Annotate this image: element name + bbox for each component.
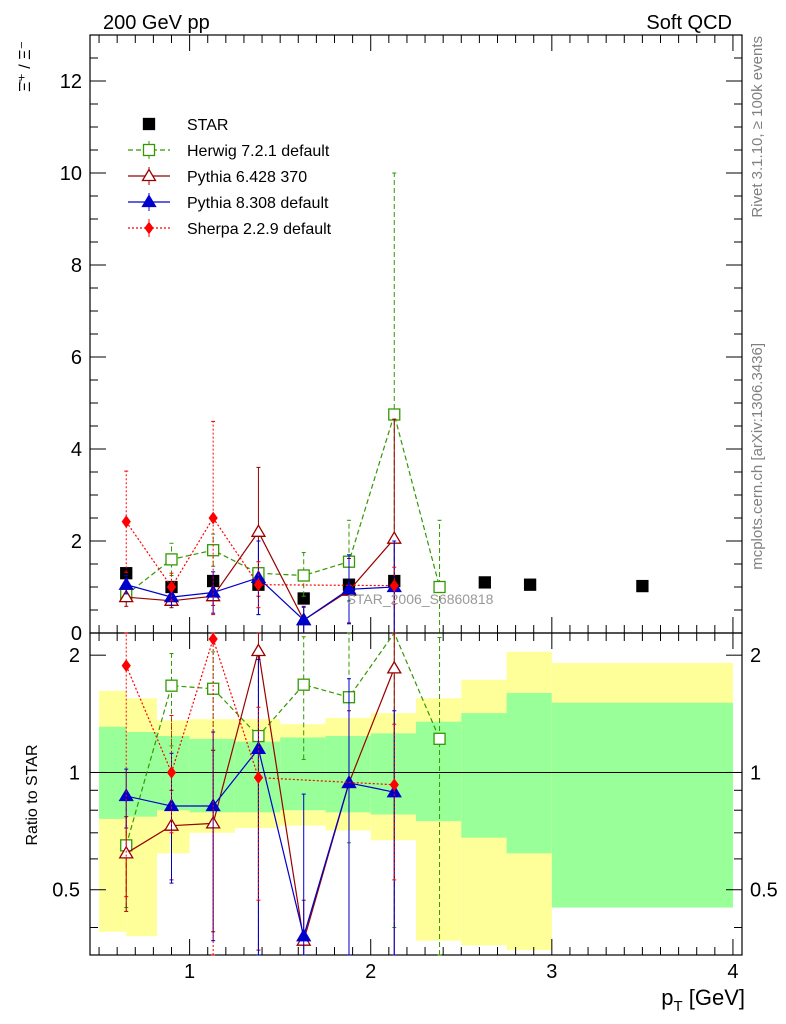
herwig-7-2-1-default-marker [297, 678, 310, 691]
process-label: Soft QCD [646, 12, 732, 34]
herwig-7-2-1-default-line [125, 412, 441, 596]
x-tick-label: 1 [184, 961, 195, 983]
sherpa-2-2-9-default-marker [208, 632, 218, 646]
ratio-y-tick-label: 1 [69, 762, 80, 784]
legend-marker [144, 221, 154, 235]
herwig-7-2-1-default-marker [388, 408, 401, 421]
x-tick-label: 3 [546, 961, 557, 983]
main-y-tick-label: 6 [71, 347, 82, 369]
green-band [370, 733, 416, 815]
ratio-y-tick-label: 2 [69, 645, 80, 667]
main-y-tick-label: 10 [60, 163, 82, 185]
green-band [506, 692, 552, 854]
ratio-y-tick-label-right: 2 [750, 645, 761, 667]
main-y-axis-label: Ξ̄⁺ / Ξ⁻ [17, 41, 34, 92]
herwig-7-2-1-default-marker [297, 569, 310, 582]
green-band [461, 713, 507, 838]
x-axis-label: pT [GeV] [661, 985, 745, 1015]
sherpa-2-2-9-default-marker [121, 659, 131, 672]
pythia-6-428-370-marker [250, 524, 267, 537]
ratio-y-tick-label: 0.5 [52, 880, 80, 902]
ratio-y-axis-label: Ratio to STAR [24, 744, 41, 845]
main-series [118, 172, 649, 634]
pythia-6-428-370-marker [250, 643, 267, 657]
ratio-y-tick-label-right: 1 [750, 762, 761, 784]
pythia-8-308-default-marker [341, 581, 357, 595]
legend-entry-pythia-8-308-default: Pythia 8.308 default [128, 193, 329, 212]
sherpa-2-2-9-default-marker [166, 580, 177, 594]
star-marker [636, 579, 649, 593]
pythia-6-428-370-marker [386, 660, 402, 674]
legend-entry-herwig-7-2-1-default: Herwig 7.2.1 default [128, 141, 330, 160]
sherpa-2-2-9-default-marker [389, 579, 399, 592]
pythia-8-308-default-marker [163, 798, 180, 812]
legend: STAR Herwig 7.2.1 default Pythia 6.428 370… [128, 117, 332, 238]
herwig-7-2-1-default-marker [433, 732, 446, 745]
pythia-8-308-default-marker [118, 576, 134, 590]
x-tick-label: 2 [365, 961, 376, 983]
sherpa-2-2-9-default-marker [253, 771, 264, 784]
green-band [325, 736, 371, 813]
energy-label: 200 GeV pp [103, 12, 210, 34]
legend-entry-star: STAR [142, 117, 228, 134]
legend-entry-pythia-6-428-370: Pythia 6.428 370 [128, 167, 307, 186]
ratio-uncertainty-bands [99, 651, 733, 951]
sherpa-2-2-9-default-marker [208, 511, 218, 525]
green-band [551, 702, 733, 908]
legend-label: Pythia 8.308 default [187, 195, 329, 212]
legend-marker [141, 168, 157, 182]
mcplots-source-label: mcplots.cern.ch [arXiv:1306.3436] [749, 343, 766, 570]
rivet-version-label: Rivet 3.1.10, ≥ 100k events [749, 36, 766, 218]
green-band [126, 732, 158, 817]
herwig-7-2-1-default-series [120, 172, 446, 634]
ratio-frame [89, 632, 743, 956]
x-tick-label: 4 [727, 961, 738, 983]
herwig-7-2-1-default-marker [433, 580, 446, 594]
herwig-7-2-1-default-marker [165, 679, 178, 692]
ratio-y-tick-label-right: 0.5 [750, 880, 778, 902]
main-y-tick-label: 2 [71, 531, 82, 553]
pythia-8-308-default-marker [296, 612, 312, 626]
star-marker [523, 578, 537, 591]
sherpa-2-2-9-default-line [125, 637, 395, 786]
ratio-series [118, 631, 446, 956]
legend-marker [142, 117, 156, 131]
sherpa-2-2-9-default-marker [253, 578, 264, 592]
legend-label: Herwig 7.2.1 default [187, 143, 330, 160]
main-y-tick-label: 12 [60, 71, 82, 93]
star-marker [478, 576, 491, 589]
main-y-tick-label: 8 [71, 255, 82, 277]
ratio-axes: 0.5 0.5 1 1 2 2 1 2 3 4 [52, 632, 778, 983]
legend-marker [142, 143, 156, 157]
legend-label: Pythia 6.428 370 [187, 169, 307, 186]
sherpa-2-2-9-default-series [121, 420, 399, 616]
pythia-8-308-default-series [118, 540, 402, 634]
pythia-8-308-default-marker [296, 928, 312, 942]
sherpa-2-2-9-default-marker [166, 766, 177, 779]
legend-marker [141, 194, 157, 208]
herwig-7-2-1-default-marker [165, 553, 178, 566]
legend-label: Sherpa 2.2.9 default [187, 221, 332, 238]
legend-entry-sherpa-2-2-9-default: Sherpa 2.2.9 default [128, 219, 332, 238]
legend-label: STAR [187, 117, 228, 134]
sherpa-2-2-9-default-series [121, 632, 399, 956]
pythia-6-428-370-marker [118, 589, 134, 603]
sherpa-2-2-9-default-marker [121, 515, 131, 529]
herwig-7-2-1-default-marker [207, 682, 220, 695]
analysis-watermark: STAR_2006_S6860818 [347, 591, 494, 607]
green-band [280, 737, 326, 811]
main-axes: 0 2 4 6 8 10 12 [60, 34, 743, 645]
main-y-tick-label: 0 [71, 623, 82, 645]
sherpa-2-2-9-default-marker [389, 778, 399, 792]
main-y-tick-label: 4 [71, 439, 82, 461]
herwig-7-2-1-default-line [125, 631, 441, 846]
